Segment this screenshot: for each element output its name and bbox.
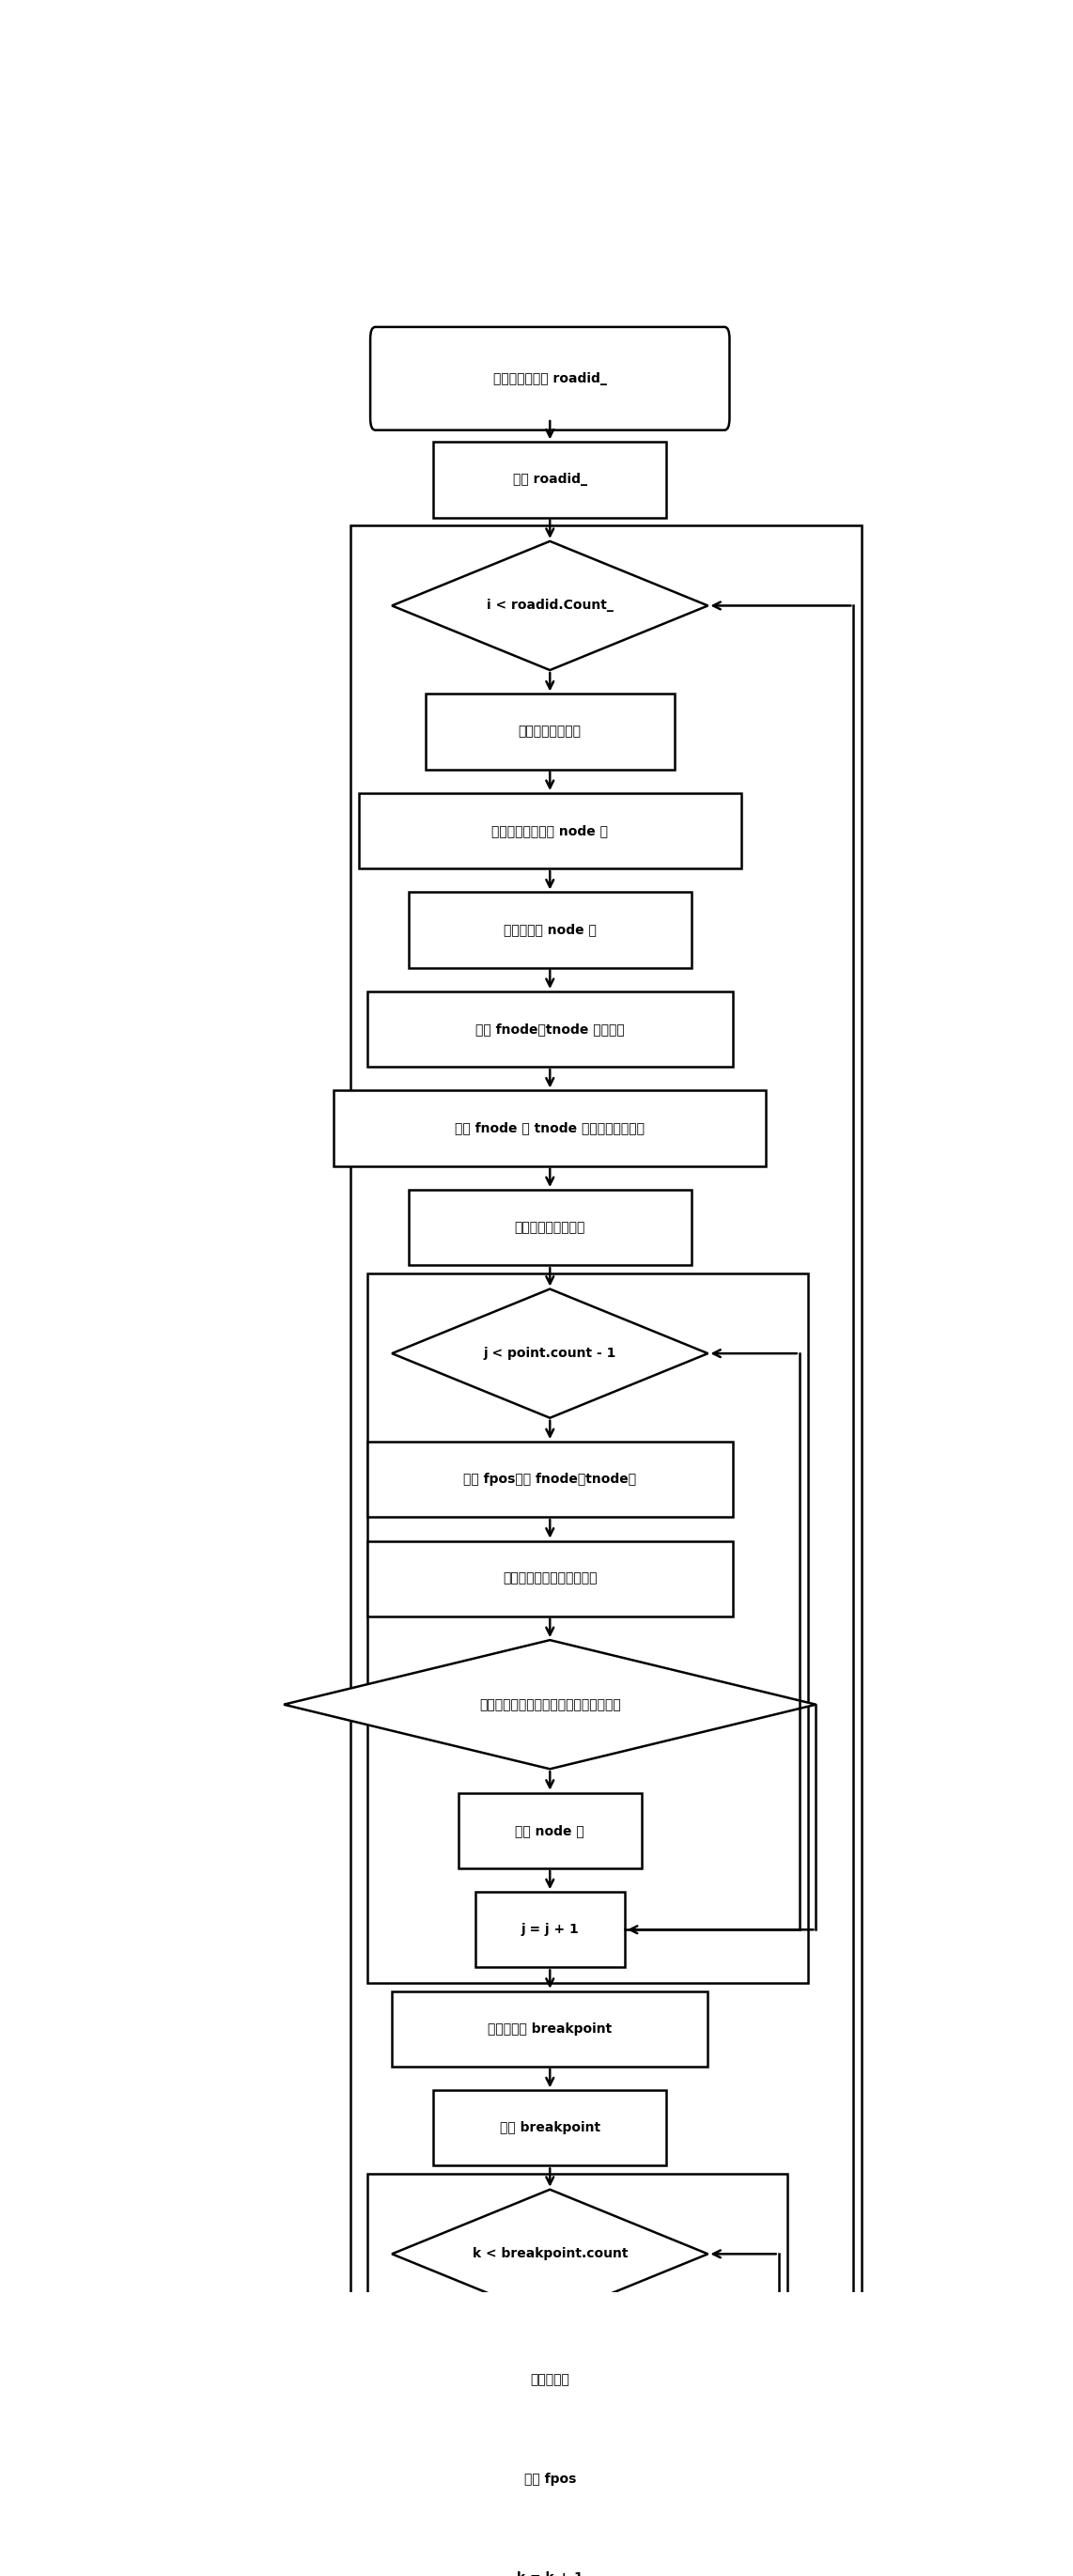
- Bar: [467, 2442, 633, 2517]
- Text: 遍历 breakpoint: 遍历 breakpoint: [500, 2123, 600, 2136]
- Text: 计算投影点: 计算投影点: [530, 2372, 570, 2385]
- Text: 计算两点与正北方向的夹角: 计算两点与正北方向的夹角: [502, 1571, 598, 1584]
- Polygon shape: [392, 1288, 708, 1417]
- Bar: [392, 1991, 708, 2066]
- Text: 计算 fpos: 计算 fpos: [524, 2473, 576, 2486]
- Text: 插入 node 表: 插入 node 表: [515, 1824, 585, 1837]
- Bar: [367, 992, 733, 1066]
- Text: 遍历 roadid_: 遍历 roadid_: [513, 474, 587, 487]
- Bar: [350, 526, 862, 2576]
- Text: k = k + 1: k = k + 1: [517, 2571, 583, 2576]
- Bar: [475, 1891, 624, 1968]
- Text: 检查两端点在不在 node 表: 检查两端点在不在 node 表: [491, 824, 608, 837]
- Text: j = j + 1: j = j + 1: [520, 1924, 579, 1937]
- Text: 与前一对相邻点角度对比，是否相差很大: 与前一对相邻点角度对比，是否相差很大: [479, 1698, 621, 1710]
- Bar: [409, 891, 691, 969]
- Text: 获取线段的所有点: 获取线段的所有点: [518, 724, 582, 739]
- Text: 计算 fpos（除 fnode、tnode）: 计算 fpos（除 fnode、tnode）: [464, 1473, 636, 1486]
- Text: i < roadid.Count_: i < roadid.Count_: [486, 600, 614, 613]
- Bar: [409, 1190, 691, 1265]
- Bar: [458, 1793, 642, 1868]
- Bar: [433, 2089, 666, 2166]
- Text: 遍历每两个相邻的点: 遍历每两个相邻的点: [514, 1221, 586, 1234]
- FancyBboxPatch shape: [370, 327, 730, 430]
- Text: 获取粗选道路的 roadid_: 获取粗选道路的 roadid_: [494, 371, 606, 386]
- Polygon shape: [392, 2190, 708, 2318]
- Bar: [358, 793, 741, 868]
- Polygon shape: [283, 1641, 815, 1770]
- Bar: [425, 693, 675, 770]
- Text: j < point.count - 1: j < point.count - 1: [484, 1347, 616, 1360]
- Text: 更新 fnode、tnode 字段的值: 更新 fnode、tnode 字段的值: [475, 1023, 624, 1036]
- Bar: [367, 1443, 733, 1517]
- Bar: [367, 1273, 808, 1984]
- Bar: [475, 2540, 624, 2576]
- Text: k < breakpoint.count: k < breakpoint.count: [472, 2246, 628, 2262]
- Bar: [367, 2174, 787, 2576]
- Bar: [433, 443, 666, 518]
- Bar: [458, 2342, 642, 2419]
- Polygon shape: [392, 541, 708, 670]
- Text: 计算 fnode 和 tnode 与正北方向的夹角: 计算 fnode 和 tnode 与正北方向的夹角: [455, 1121, 645, 1136]
- Bar: [334, 1090, 766, 1167]
- Text: 计算关联的 breakpoint: 计算关联的 breakpoint: [488, 2022, 612, 2035]
- Text: 两端点插入 node 表: 两端点插入 node 表: [503, 922, 597, 938]
- Bar: [367, 1540, 733, 1615]
